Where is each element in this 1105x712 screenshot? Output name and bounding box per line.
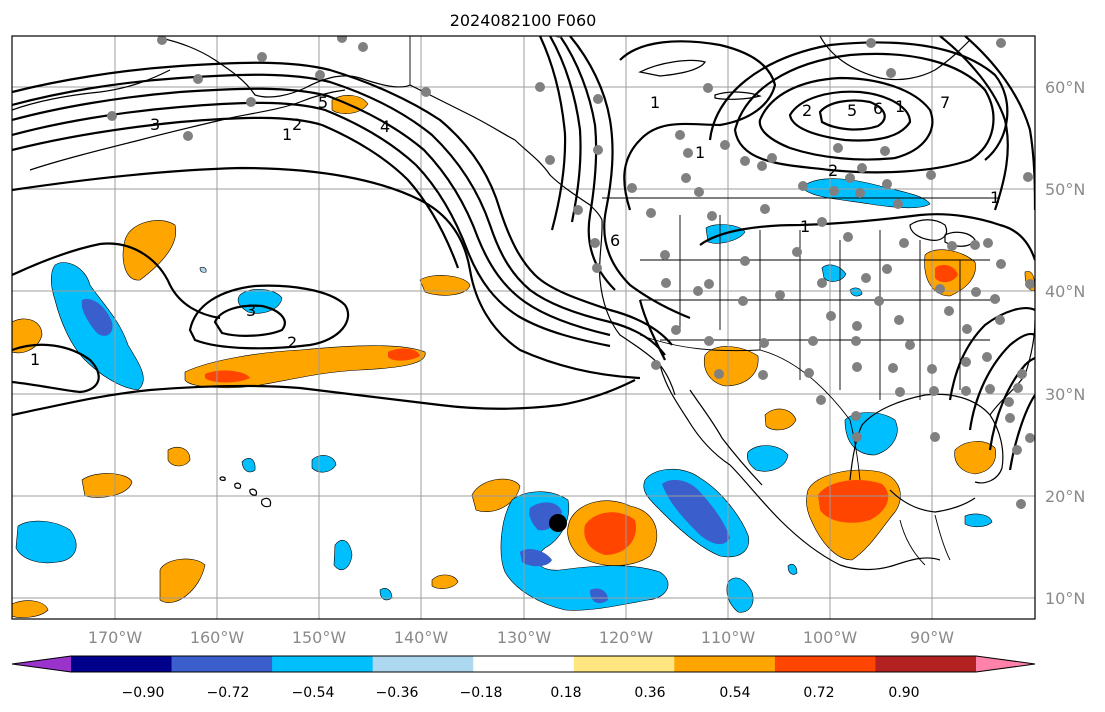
latitude-label: 30°N [1045,385,1085,404]
positive-anomaly [431,574,459,589]
negative-anomaly [964,513,993,528]
negative-anomaly [520,549,552,567]
colorbar-tick-label: 0.54 [719,685,750,701]
contour-label: 2 [828,161,838,180]
colorbar-segment [272,656,374,672]
contour-label: 5 [847,101,857,120]
negative-anomaly [849,287,863,297]
longitude-label: 130°W [497,628,552,647]
colorbar-segment [473,656,575,672]
positive-anomaly [159,558,206,603]
colorbar-segment [875,656,977,672]
contour-label: 6 [873,99,883,118]
positive-anomaly [388,348,420,361]
colorbar-segment [573,656,675,672]
longitude-label: 170°W [88,628,143,647]
contour-label: 3 [150,115,160,134]
colorbar-outline [11,655,1036,673]
longitude-label: 160°W [190,628,245,647]
contour-label: 2 [802,101,812,120]
contour-label: 1 [895,97,905,116]
colorbar [11,655,1036,673]
station-markers [107,36,1035,509]
positive-anomaly [81,473,133,498]
map-title: 2024082100 F060 [450,11,597,30]
longitude-label: 90°W [910,628,954,647]
positive-anomaly [419,275,471,296]
positive-anomaly [205,370,250,383]
longitude-label: 150°W [292,628,347,647]
colorbar-segment [171,656,273,672]
negative-anomaly [241,457,256,473]
contour-label: 5 [318,93,328,112]
positive-anomaly [584,512,636,555]
contour-labels: 3 5 2 4 1 1 3 2 1 6 1 2 5 6 7 1 2 1 1 [30,93,1000,369]
negative-anomaly [746,445,789,472]
latitude-label: 40°N [1045,282,1085,301]
colorbar-segment [71,656,173,672]
latitude-label: 10°N [1045,589,1085,608]
contour-label: 3 [246,301,256,320]
positive-anomaly [935,264,958,283]
negative-anomaly [311,455,337,473]
colorbar-tick-label: 0.90 [888,685,919,701]
colorbar-tick-label: −0.54 [292,685,335,701]
contour-label: 6 [610,231,620,250]
colorbar-tick-label: −0.18 [460,685,503,701]
contour-label: 4 [380,117,390,136]
contour-label: 1 [695,143,705,162]
positive-anomaly [954,441,996,475]
latitude-axis: 60°N 50°N 40°N 30°N 20°N 10°N [1045,78,1085,608]
colorbar-tick-label: 0.18 [550,685,581,701]
longitude-label: 120°W [599,628,654,647]
negative-anomaly [590,588,608,604]
colorbar-tick-labels: −0.90 −0.72 −0.54 −0.36 −0.18 0.18 0.36 … [122,685,920,701]
map-content: 3 5 2 4 1 1 3 2 1 6 1 2 5 6 7 1 2 1 1 [12,36,1035,619]
contour-label: 2 [287,333,297,352]
positive-anomaly [764,408,797,431]
colorbar-extension-high [976,656,1035,672]
contour-label: 1 [30,350,40,369]
colorbar-tick-label: −0.72 [207,685,250,701]
colorbar-segment [774,656,876,672]
contour-label: 1 [650,93,660,112]
contour-label: 1 [990,188,1000,207]
contour-label: 7 [940,93,950,112]
positive-anomaly [167,447,191,467]
longitude-label: 100°W [803,628,858,647]
positive-anomaly [122,220,177,281]
colorbar-segment [674,656,776,672]
colorbar-tick-label: −0.90 [122,685,165,701]
contour-lines [12,36,1035,471]
longitude-axis: 170°W 160°W 150°W 140°W 130°W 120°W 110°… [88,628,954,647]
latitude-label: 60°N [1045,78,1085,97]
negative-anomaly [333,539,353,571]
colorbar-segment [372,656,474,672]
longitude-label: 110°W [701,628,756,647]
contour-label: 2 [292,115,302,134]
negative-anomaly [237,289,283,314]
positive-anomaly [12,600,49,618]
contour-label: 1 [800,217,810,236]
colorbar-tick-label: 0.72 [803,685,834,701]
contour-label: 1 [282,125,292,144]
negative-anomaly [81,299,113,336]
map-frame [11,35,1036,620]
graticule [12,36,1035,619]
negative-anomaly [199,266,207,273]
colorbar-tick-label: −0.36 [376,685,419,701]
longitude-label: 140°W [394,628,449,647]
colorbar-extension-low [12,656,71,672]
positive-anomaly [818,479,889,523]
latitude-label: 50°N [1045,180,1085,199]
highlighted-point-marker [549,514,567,532]
negative-anomaly [787,563,798,575]
positive-anomaly [471,478,521,512]
colorbar-tick-label: 0.36 [634,685,665,701]
latitude-label: 20°N [1045,487,1085,506]
negative-anomaly [844,412,898,456]
negative-anomaly [15,520,77,564]
